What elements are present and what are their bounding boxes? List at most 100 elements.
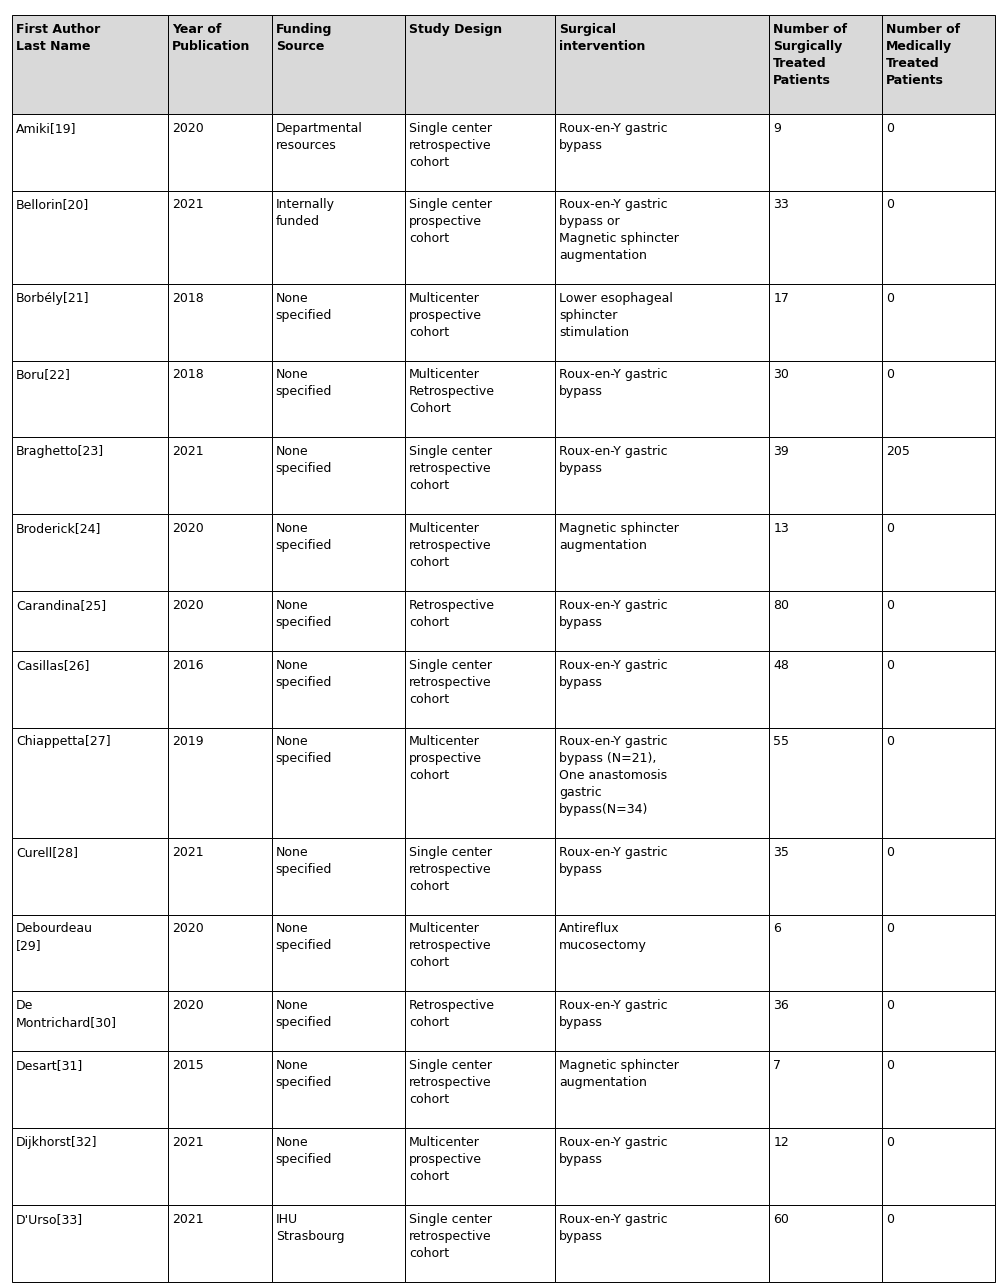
Text: 0: 0 bbox=[886, 1059, 894, 1072]
Bar bbox=[555, 992, 769, 1051]
Text: Year of
Publication: Year of Publication bbox=[172, 23, 250, 53]
Bar bbox=[12, 285, 168, 361]
Text: IHU
Strasbourg: IHU Strasbourg bbox=[276, 1212, 344, 1243]
Bar bbox=[405, 992, 555, 1051]
Bar bbox=[769, 15, 882, 113]
Bar bbox=[272, 361, 405, 438]
Text: Roux-en-Y gastric
bypass: Roux-en-Y gastric bypass bbox=[559, 446, 668, 475]
Text: None
specified: None specified bbox=[276, 446, 332, 475]
Bar bbox=[882, 728, 995, 838]
Bar bbox=[769, 1128, 882, 1204]
Bar bbox=[882, 992, 995, 1051]
Text: 0: 0 bbox=[886, 121, 894, 134]
Text: Study Design: Study Design bbox=[409, 23, 501, 36]
Text: 48: 48 bbox=[773, 658, 789, 671]
Text: Roux-en-Y gastric
bypass: Roux-en-Y gastric bypass bbox=[559, 599, 668, 629]
Bar bbox=[882, 191, 995, 285]
Bar bbox=[882, 838, 995, 914]
Text: Single center
retrospective
cohort: Single center retrospective cohort bbox=[409, 121, 491, 169]
Text: Braghetto[23]: Braghetto[23] bbox=[16, 446, 105, 459]
Bar bbox=[168, 992, 272, 1051]
Text: 0: 0 bbox=[886, 522, 894, 535]
Bar bbox=[405, 1204, 555, 1282]
Bar bbox=[555, 728, 769, 838]
Bar bbox=[405, 438, 555, 514]
Bar bbox=[12, 992, 168, 1051]
Bar bbox=[405, 650, 555, 728]
Bar bbox=[555, 650, 769, 728]
Bar bbox=[882, 113, 995, 191]
Text: 2018: 2018 bbox=[172, 368, 203, 381]
Text: 33: 33 bbox=[773, 198, 789, 211]
Text: Magnetic sphincter
augmentation: Magnetic sphincter augmentation bbox=[559, 522, 679, 553]
Text: None
specified: None specified bbox=[276, 1136, 332, 1166]
Text: 2021: 2021 bbox=[172, 1136, 203, 1149]
Text: 0: 0 bbox=[886, 846, 894, 859]
Bar bbox=[555, 1051, 769, 1128]
Text: Multicenter
retrospective
cohort: Multicenter retrospective cohort bbox=[409, 922, 491, 970]
Bar bbox=[882, 914, 995, 992]
Bar bbox=[405, 361, 555, 438]
Text: 0: 0 bbox=[886, 198, 894, 211]
Text: De
Montrichard[30]: De Montrichard[30] bbox=[16, 999, 117, 1029]
Bar bbox=[168, 438, 272, 514]
Bar bbox=[555, 438, 769, 514]
Bar bbox=[272, 438, 405, 514]
Bar bbox=[12, 914, 168, 992]
Text: Roux-en-Y gastric
bypass or
Magnetic sphincter
augmentation: Roux-en-Y gastric bypass or Magnetic sph… bbox=[559, 198, 679, 263]
Bar bbox=[405, 1128, 555, 1204]
Text: Single center
retrospective
cohort: Single center retrospective cohort bbox=[409, 658, 491, 706]
Bar bbox=[405, 1051, 555, 1128]
Bar bbox=[272, 1204, 405, 1282]
Bar bbox=[168, 1204, 272, 1282]
Bar bbox=[12, 361, 168, 438]
Text: 12: 12 bbox=[773, 1136, 789, 1149]
Text: 2021: 2021 bbox=[172, 1212, 203, 1226]
Bar bbox=[168, 1051, 272, 1128]
Bar bbox=[405, 591, 555, 650]
Text: 205: 205 bbox=[886, 446, 910, 459]
Text: Retrospective
cohort: Retrospective cohort bbox=[409, 999, 494, 1029]
Bar bbox=[272, 191, 405, 285]
Text: Multicenter
prospective
cohort: Multicenter prospective cohort bbox=[409, 292, 481, 339]
Bar bbox=[405, 838, 555, 914]
Bar bbox=[769, 285, 882, 361]
Text: 0: 0 bbox=[886, 922, 894, 935]
Bar bbox=[405, 191, 555, 285]
Bar bbox=[405, 914, 555, 992]
Bar bbox=[12, 15, 168, 113]
Bar bbox=[555, 591, 769, 650]
Bar bbox=[168, 914, 272, 992]
Text: Debourdeau
[29]: Debourdeau [29] bbox=[16, 922, 93, 952]
Bar bbox=[272, 838, 405, 914]
Bar bbox=[272, 728, 405, 838]
Bar bbox=[769, 1204, 882, 1282]
Text: Broderick[24]: Broderick[24] bbox=[16, 522, 102, 535]
Text: Number of
Medically
Treated
Patients: Number of Medically Treated Patients bbox=[886, 23, 961, 88]
Bar bbox=[272, 15, 405, 113]
Bar bbox=[769, 191, 882, 285]
Bar bbox=[555, 113, 769, 191]
Text: Retrospective
cohort: Retrospective cohort bbox=[409, 599, 494, 629]
Bar bbox=[272, 992, 405, 1051]
Bar bbox=[882, 285, 995, 361]
Text: 35: 35 bbox=[773, 846, 789, 859]
Text: 0: 0 bbox=[886, 999, 894, 1012]
Text: First Author
Last Name: First Author Last Name bbox=[16, 23, 101, 53]
Bar bbox=[769, 438, 882, 514]
Bar bbox=[12, 113, 168, 191]
Bar bbox=[882, 1204, 995, 1282]
Bar bbox=[555, 514, 769, 591]
Text: Roux-en-Y gastric
bypass: Roux-en-Y gastric bypass bbox=[559, 121, 668, 152]
Text: 2021: 2021 bbox=[172, 446, 203, 459]
Text: Roux-en-Y gastric
bypass (N=21),
One anastomosis
gastric
bypass(N=34): Roux-en-Y gastric bypass (N=21), One ana… bbox=[559, 735, 668, 817]
Bar bbox=[272, 113, 405, 191]
Bar bbox=[168, 838, 272, 914]
Text: 2015: 2015 bbox=[172, 1059, 203, 1072]
Text: Dijkhorst[32]: Dijkhorst[32] bbox=[16, 1136, 98, 1149]
Text: 6: 6 bbox=[773, 922, 781, 935]
Text: 0: 0 bbox=[886, 1136, 894, 1149]
Text: 0: 0 bbox=[886, 599, 894, 612]
Bar bbox=[168, 514, 272, 591]
Text: Desart[31]: Desart[31] bbox=[16, 1059, 84, 1072]
